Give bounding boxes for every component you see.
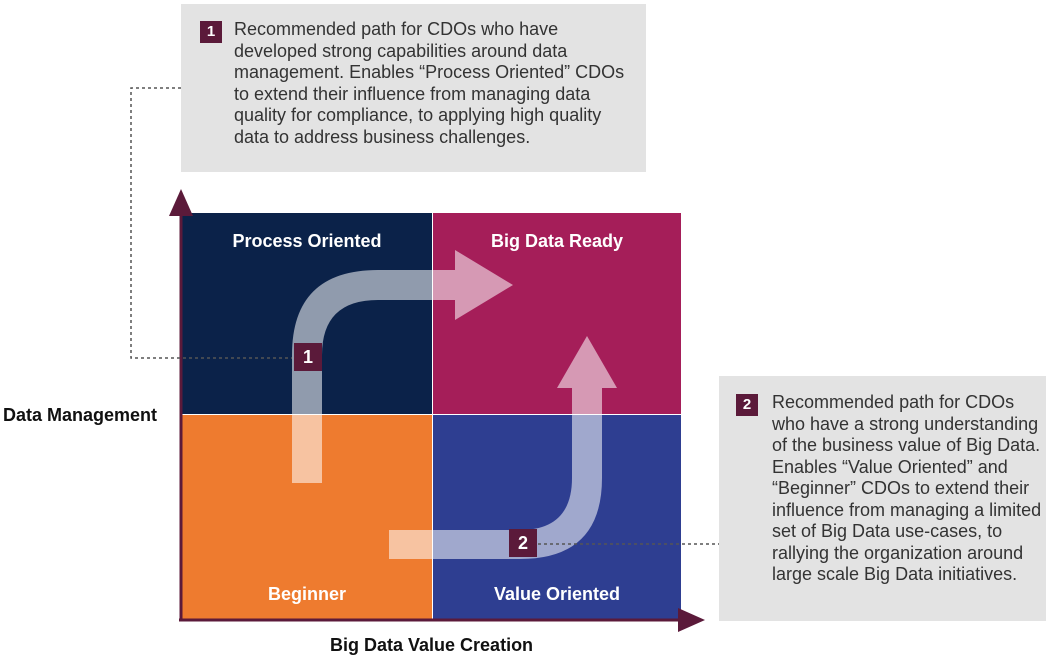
leader-line-1 [130,87,292,359]
quadrant-label-value-oriented: Value Oriented [493,584,621,604]
callout-2-text: Recommended path for CDOs who have a str… [772,392,1042,584]
callout-path-1: 1 Recommended path for CDOs who have dev… [181,4,646,172]
quadrant-label-process-oriented: Process Oriented [232,231,382,251]
callout-1-number: 1 [200,21,222,43]
path-2-marker: 2 [509,529,537,557]
quadrant-label-big-data-ready: Big Data Ready [490,231,624,251]
x-axis-label: Big Data Value Creation [330,635,534,655]
y-axis-label: Data Management [3,405,158,425]
path-2-arrow [389,336,617,559]
quadrant-label-beginner: Beginner [267,584,346,604]
callout-1-text: Recommended path for CDOs who have devel… [234,19,625,147]
quadrant-big-data-ready [433,213,681,414]
path-1-marker: 1 [294,343,322,371]
callout-path-2: 2 Recommended path for CDOs who have a s… [719,376,1046,621]
path-1-arrow [292,250,513,483]
callout-2-number: 2 [736,394,758,416]
quadrant-value-oriented [433,415,681,619]
